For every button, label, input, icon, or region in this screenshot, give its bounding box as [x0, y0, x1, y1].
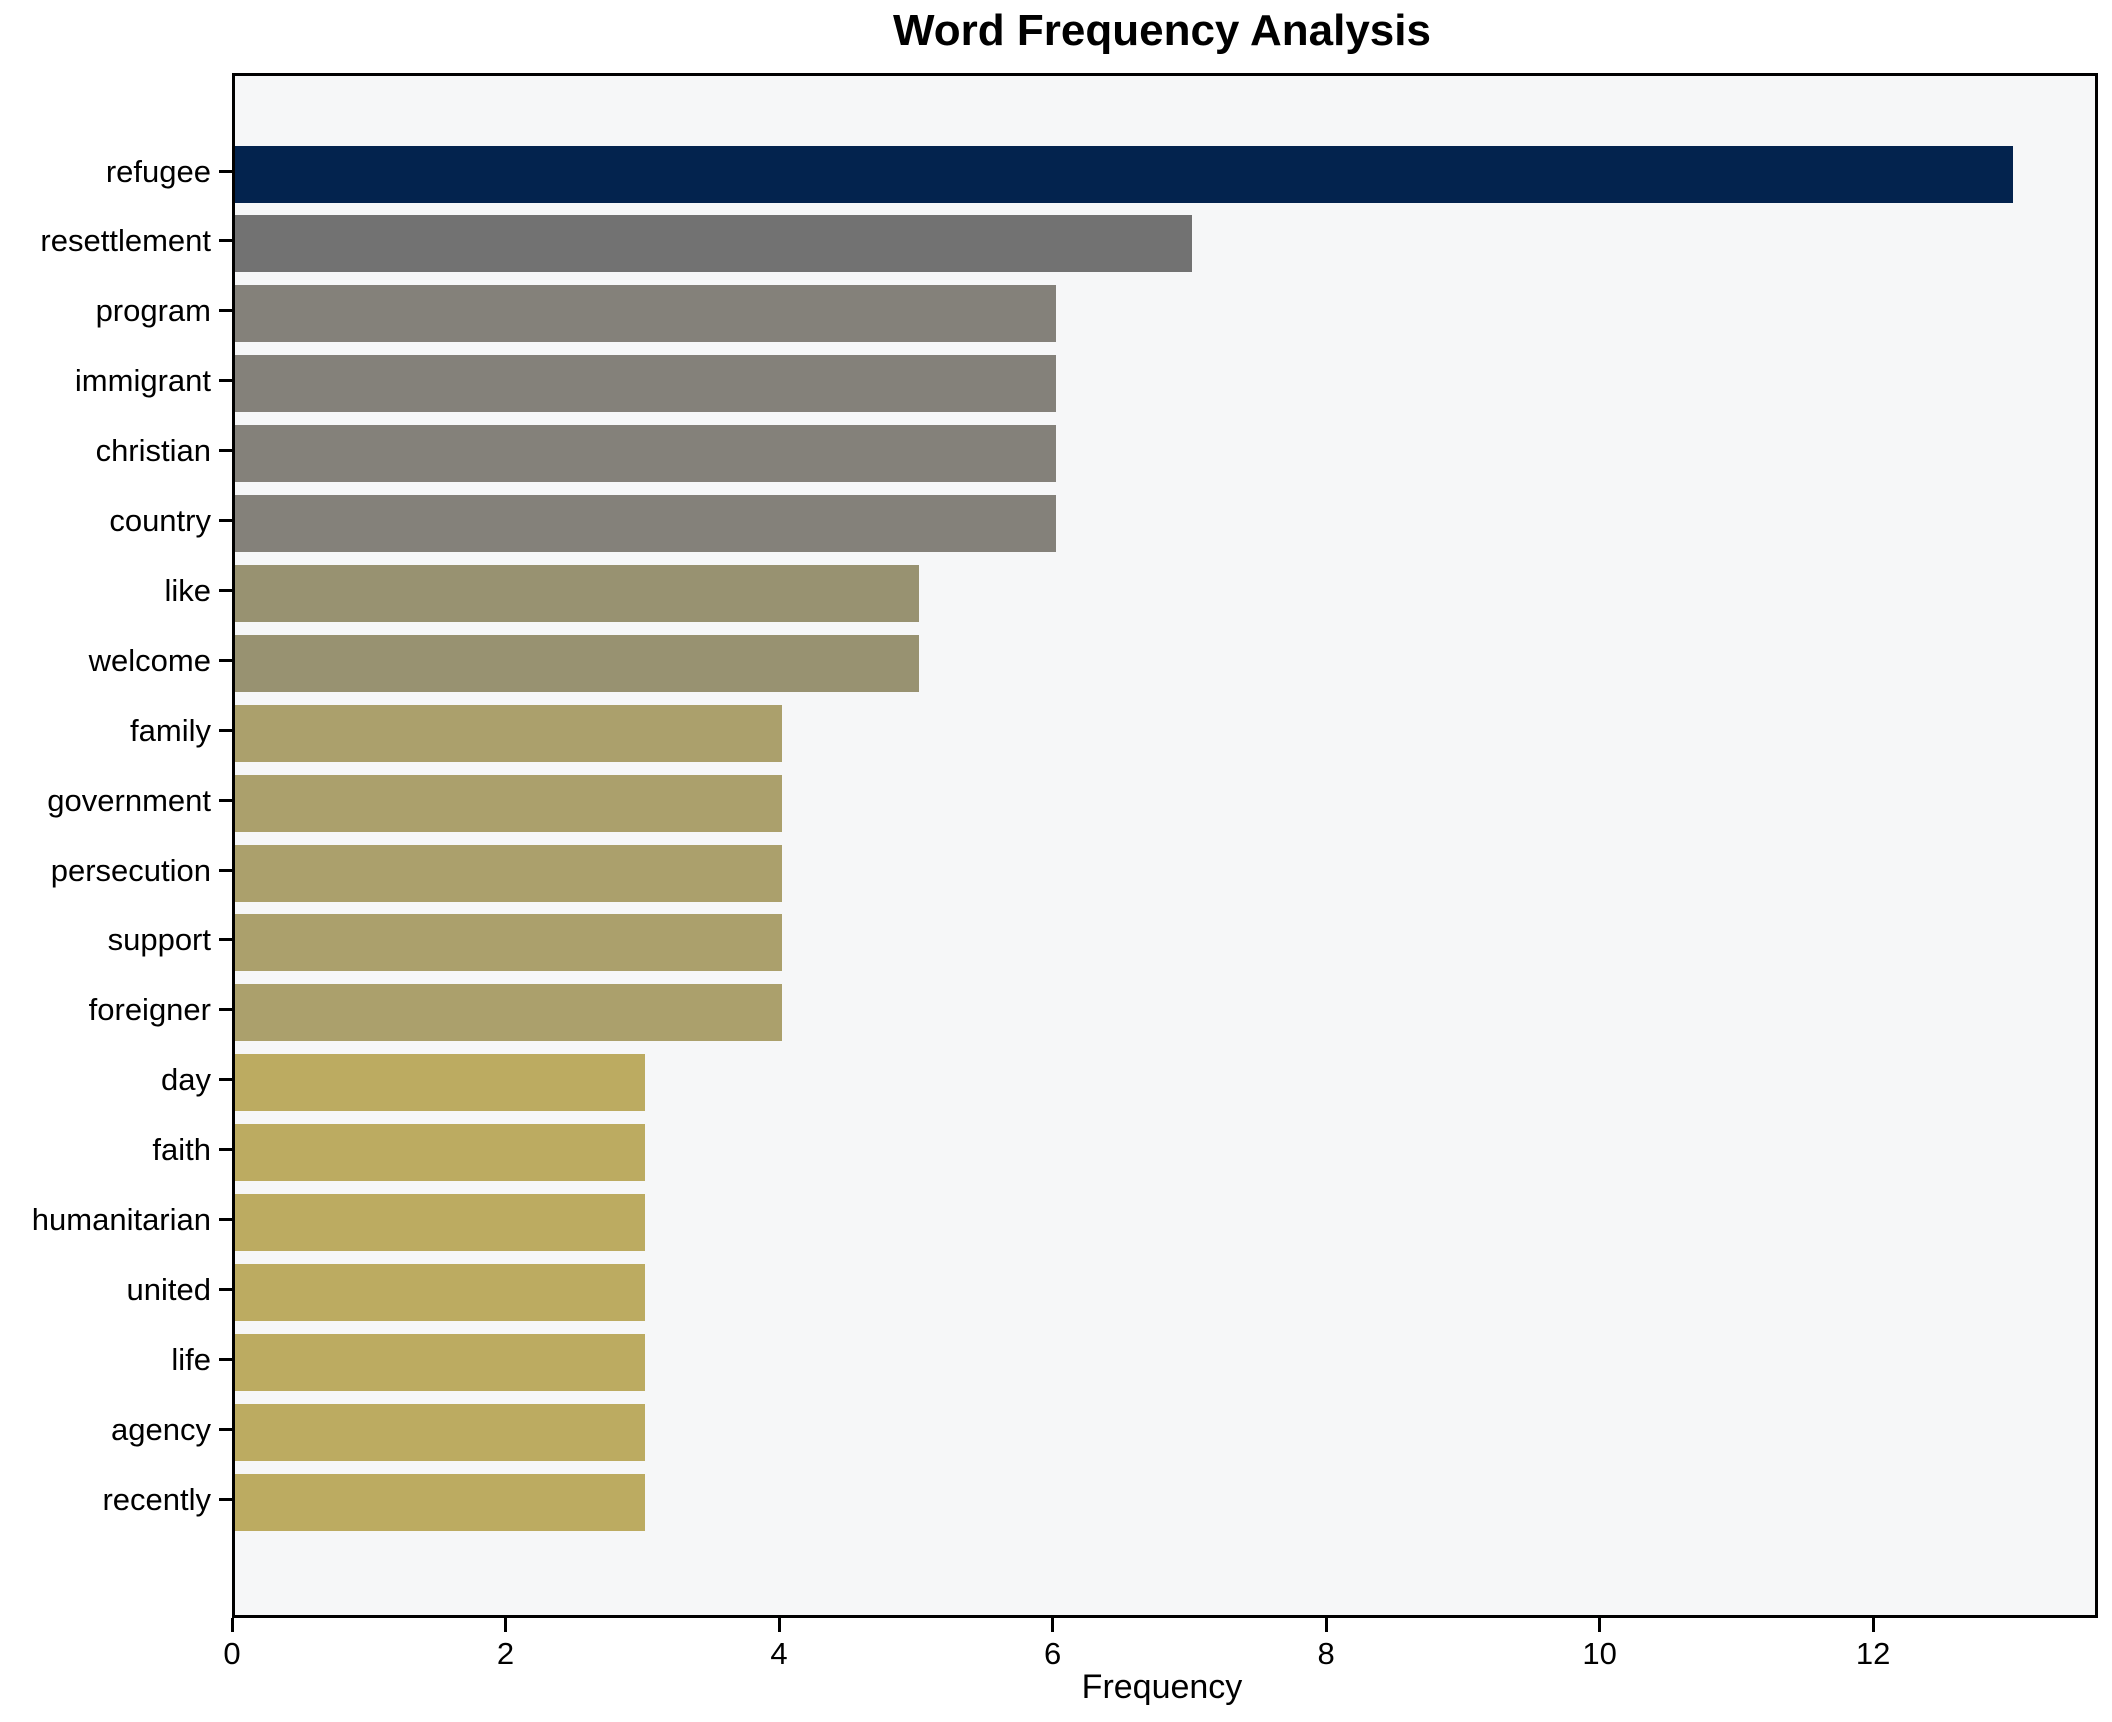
y-tick-label-humanitarian: humanitarian	[31, 1202, 211, 1237]
y-tick-label-foreigner: foreigner	[88, 992, 211, 1028]
bar-country	[235, 495, 1056, 552]
y-tick-foreigner	[219, 1008, 232, 1012]
x-tick-6	[1051, 1618, 1055, 1632]
y-tick-label-resettlement: resettlement	[40, 223, 211, 259]
y-tick-family	[219, 728, 232, 732]
y-tick-faith	[219, 1148, 232, 1152]
y-tick-united	[219, 1287, 232, 1291]
y-tick-life	[219, 1357, 232, 1361]
bar-faith	[235, 1124, 646, 1182]
y-tick-label-recently: recently	[102, 1481, 211, 1517]
y-tick-welcome	[219, 658, 232, 662]
x-tick-label-12: 12	[1855, 1636, 1891, 1671]
bar-life	[235, 1333, 646, 1391]
bar-foreigner	[235, 984, 783, 1042]
chart-title: Word Frequency Analysis	[893, 6, 1431, 55]
x-tick-8	[1324, 1618, 1328, 1632]
y-tick-support	[219, 938, 232, 942]
x-tick-2	[504, 1618, 508, 1632]
y-tick-christian	[219, 449, 232, 453]
x-tick-label-2: 2	[496, 1636, 515, 1671]
y-tick-program	[219, 309, 232, 313]
y-tick-label-welcome: welcome	[88, 642, 211, 678]
bar-immigrant	[235, 355, 1056, 413]
bar-recently	[235, 1473, 646, 1531]
y-tick-immigrant	[219, 379, 232, 383]
y-tick-persecution	[219, 868, 232, 872]
x-tick-label-8: 8	[1317, 1636, 1335, 1671]
y-tick-like	[219, 588, 232, 592]
y-tick-label-program: program	[95, 293, 211, 329]
bar-like	[235, 564, 919, 622]
x-tick-label-10: 10	[1582, 1636, 1617, 1671]
y-tick-label-faith: faith	[152, 1132, 211, 1168]
y-tick-country	[219, 519, 232, 522]
y-tick-recently	[219, 1497, 232, 1501]
x-tick-10	[1598, 1618, 1602, 1632]
x-axis-label: Frequency	[1081, 1668, 1243, 1706]
x-tick-label-0: 0	[223, 1636, 241, 1671]
y-tick-label-country: country	[109, 503, 211, 538]
y-tick-label-christian: christian	[95, 433, 211, 469]
bar-government	[235, 774, 783, 832]
y-tick-label-like: like	[164, 572, 211, 608]
y-tick-agency	[219, 1427, 232, 1431]
y-tick-label-persecution: persecution	[50, 852, 211, 888]
y-tick-label-family: family	[130, 712, 211, 748]
y-tick-label-government: government	[47, 782, 211, 818]
y-tick-day	[219, 1078, 232, 1082]
y-tick-label-refugee: refugee	[105, 153, 211, 189]
y-tick-refugee	[219, 169, 232, 173]
bar-christian	[235, 425, 1056, 483]
y-tick-label-agency: agency	[111, 1411, 211, 1447]
x-tick-label-6: 6	[1043, 1636, 1062, 1671]
y-tick-label-united: united	[126, 1271, 211, 1307]
bar-welcome	[235, 634, 919, 692]
y-tick-government	[219, 798, 232, 802]
y-tick-label-immigrant: immigrant	[74, 363, 211, 399]
bar-united	[235, 1263, 646, 1321]
x-tick-4	[777, 1618, 781, 1632]
y-tick-label-support: support	[107, 922, 211, 958]
bar-support	[235, 914, 783, 972]
y-tick-humanitarian	[219, 1218, 232, 1221]
x-tick-0	[230, 1618, 234, 1632]
y-tick-resettlement	[219, 239, 232, 243]
plot-area	[232, 73, 2098, 1618]
bar-agency	[235, 1403, 646, 1461]
y-tick-label-day: day	[161, 1062, 211, 1098]
x-tick-label-4: 4	[770, 1636, 788, 1671]
bar-resettlement	[235, 215, 1193, 273]
bar-program	[235, 285, 1056, 343]
bar-humanitarian	[235, 1194, 646, 1251]
bar-day	[235, 1054, 646, 1112]
bar-persecution	[235, 844, 783, 902]
bar-family	[235, 704, 783, 762]
bar-refugee	[235, 145, 2013, 203]
y-tick-label-life: life	[171, 1341, 211, 1377]
x-tick-12	[1871, 1618, 1875, 1632]
